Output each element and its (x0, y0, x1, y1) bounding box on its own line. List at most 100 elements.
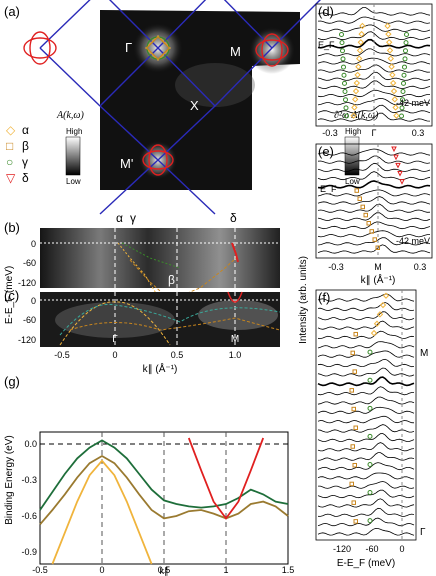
edc-curve (317, 221, 431, 230)
alpha-marker (358, 30, 365, 38)
panel-g-series-2 (51, 459, 153, 565)
panel-f-top-label: M (420, 348, 428, 359)
legend-symbol-gamma: ○ (6, 155, 13, 169)
panel-c-xtick-1: 0 (112, 350, 117, 360)
gamma-marker (402, 64, 407, 70)
curvature-high: High (345, 127, 361, 136)
panel-g-series-3 (187, 437, 265, 520)
beta-marker (363, 212, 368, 218)
gamma-marker (403, 48, 408, 54)
alpha-marker (379, 301, 387, 309)
alpha-marker (392, 104, 399, 111)
edc-curve (317, 527, 415, 536)
alpha-marker (352, 96, 359, 103)
panel-f-edc-curves (317, 292, 415, 536)
panel-b-label: (b) (4, 220, 20, 235)
edc-curve (317, 80, 431, 90)
panel-g-series-1 (39, 454, 289, 525)
panel-f-xtick-1: -60 (365, 544, 378, 554)
edc-curve (317, 330, 415, 340)
panel-c-xlabel: k∥ (Å⁻¹) (143, 362, 178, 375)
alpha-marker (357, 39, 364, 46)
alpha-marker (393, 112, 400, 119)
panel-d-edc-curves (317, 7, 431, 122)
beta-marker (354, 188, 359, 193)
edc-curve (317, 358, 415, 368)
m-prime-pocket (142, 144, 174, 176)
gamma-marker (367, 490, 373, 496)
edc-curve (317, 489, 415, 499)
alpha-marker (384, 22, 391, 30)
edc-curve (317, 462, 415, 471)
edc-curve (317, 148, 431, 156)
intensity-high: High (66, 127, 82, 136)
legend-symbol-alpha: ◇ (6, 123, 16, 137)
panel-b-ytick-0: 0 (31, 239, 36, 249)
panel-c-label: (c) (4, 288, 19, 303)
edc-curve (317, 311, 415, 321)
delta-marker (391, 146, 397, 153)
edc-curve (317, 302, 415, 312)
beta-marker (366, 221, 371, 226)
panel-bc-ylabel: E-E_F (meV) (4, 266, 15, 324)
gamma-marker (339, 31, 344, 37)
panel-b-ytick-2: -120 (18, 278, 36, 288)
edc-curve (317, 162, 431, 172)
legend-name-gamma: γ (22, 155, 28, 169)
edc-curve (317, 376, 415, 387)
edc-curve (317, 507, 415, 517)
panel-g-ytick-0: 0.0 (24, 439, 37, 449)
panel-d-xtick-1: Γ (372, 128, 377, 138)
gamma-marker (343, 97, 348, 103)
m-pocket-left (23, 31, 57, 65)
panel-g-label: (g) (4, 374, 20, 389)
alpha-marker (388, 63, 395, 70)
gamma-marker (367, 349, 373, 355)
delta-marker (397, 171, 403, 177)
alpha-marker (373, 320, 381, 327)
edc-curve (317, 341, 415, 349)
panel-f-xlabel: E-E_F (meV) (337, 558, 395, 569)
edc-curve (317, 406, 415, 414)
gamma-marker (341, 64, 346, 70)
gamma-marker (403, 40, 409, 46)
gamma-pocket (145, 35, 171, 61)
edc-curve (318, 481, 415, 489)
panel-g-xtick-4: 1.5 (282, 565, 295, 575)
alpha-dispersion (117, 242, 161, 301)
label-gamma: Γ (125, 40, 132, 55)
edc-curve (317, 24, 431, 32)
edc-curve (317, 433, 415, 442)
panel-c-sym-m: M (231, 334, 239, 345)
edc-curve (317, 498, 415, 508)
panel-e-xtick-1: M (374, 262, 382, 272)
edc-curve (317, 112, 431, 122)
panel-d-ef: E_F (318, 40, 335, 50)
delta-marker (395, 162, 401, 169)
beta-marker (353, 519, 358, 524)
panel-e-label: (e) (318, 144, 334, 159)
panel-g-plot: -0.5 0 0.5 1 1.5 0.0 -0.3 -0.6 -0.9 (21, 432, 294, 575)
edc-curve (317, 293, 415, 302)
beta-marker (352, 369, 357, 374)
panel-f-label: (f) (318, 290, 330, 305)
edc-curve (317, 203, 431, 213)
brillouin-zone-lines (39, 0, 321, 215)
gamma-marker (399, 113, 404, 119)
beta-marker (349, 481, 354, 487)
panel-c-ytick-0: 0 (31, 296, 36, 306)
panel-b-ytick-1: -60 (23, 258, 36, 268)
panel-g-xtick-2: 0.5 (158, 565, 171, 575)
panel-c-ytick-1: -60 (23, 315, 36, 325)
alpha-marker (376, 311, 384, 318)
intensity-axis-label: Intensity (arb. units) (298, 256, 309, 344)
edc-curve (317, 48, 431, 57)
edc-curve (317, 350, 415, 358)
alpha-marker (390, 79, 397, 87)
panel-d-xtick-2: 0.3 (412, 128, 425, 138)
alpha-marker (370, 329, 378, 337)
panel-f-frame (315, 289, 417, 541)
panel-c-sym-gamma: Γ (112, 334, 118, 345)
alpha-marker (350, 112, 357, 119)
beta-marker (353, 331, 358, 337)
